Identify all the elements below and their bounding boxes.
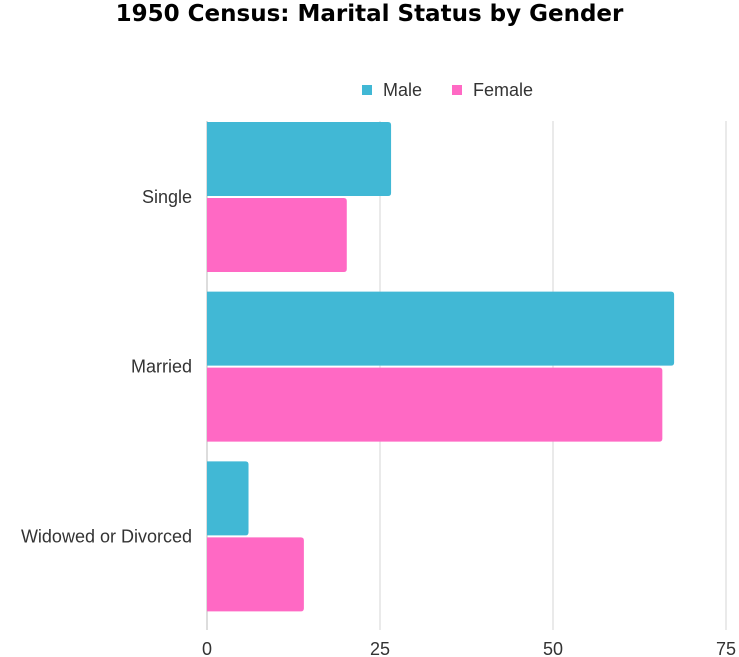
bar-female-2[interactable] bbox=[207, 537, 304, 612]
y-tick-label-1: Married bbox=[131, 357, 192, 377]
x-tick-label-75: 75 bbox=[716, 639, 736, 657]
legend-item-female[interactable]: Female bbox=[452, 80, 533, 101]
legend-swatch-male bbox=[362, 85, 372, 95]
bar-male-0[interactable] bbox=[207, 122, 392, 196]
x-tick-label-0: 0 bbox=[202, 639, 212, 657]
bar-layer bbox=[207, 122, 675, 612]
x-tick-label-50: 50 bbox=[543, 639, 563, 657]
bar-female-1[interactable] bbox=[207, 367, 663, 442]
legend-label-male: Male bbox=[383, 79, 423, 100]
legend-label-female: Female bbox=[473, 79, 534, 100]
legend-swatch-female bbox=[452, 85, 463, 95]
bar-male-1[interactable] bbox=[207, 291, 675, 366]
legend-item-male[interactable]: Male bbox=[362, 80, 422, 101]
y-tick-label-2: Widowed or Divorced bbox=[21, 526, 192, 546]
chart-title: 1950 Census: Marital Status by Gender bbox=[115, 1, 624, 27]
y-tick-label-0: Single bbox=[142, 187, 192, 207]
bar-female-0[interactable] bbox=[207, 198, 347, 272]
legend: Male Female bbox=[362, 79, 563, 101]
label-layer: 0 25 50 75 Single Married Widowed or Divorced bbox=[21, 187, 736, 657]
x-tick-label-25: 25 bbox=[370, 639, 390, 657]
bar-male-2[interactable] bbox=[207, 461, 249, 536]
